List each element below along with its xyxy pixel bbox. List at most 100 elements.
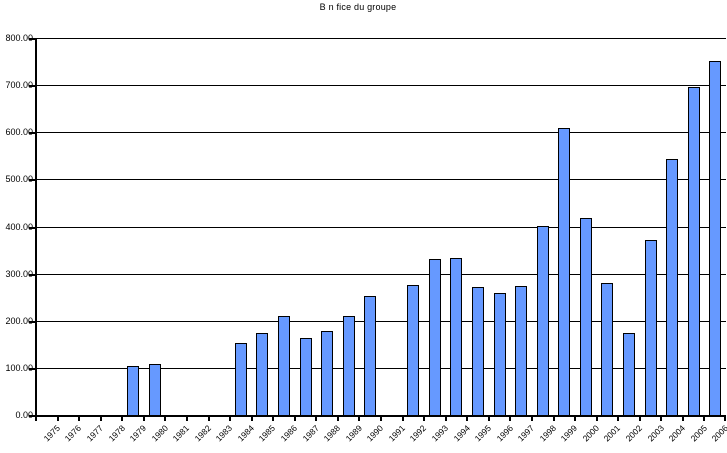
- category-slot-1976: [58, 38, 80, 415]
- x-label-slot: 1995: [467, 419, 493, 453]
- x-tick: [272, 417, 274, 421]
- chart-title: B n fice du groupe: [319, 2, 397, 12]
- x-tick: [35, 417, 37, 421]
- category-slot-1987: [295, 38, 317, 415]
- x-tick: [509, 417, 511, 421]
- x-label-slot: 2005: [683, 419, 708, 453]
- category-slot-2002: [618, 38, 640, 415]
- x-label-slot: 1983: [209, 419, 234, 453]
- x-tick: [229, 417, 231, 421]
- x-label-slot: 1986: [273, 419, 299, 453]
- x-axis-line: [29, 415, 726, 417]
- bar-1995: [472, 287, 485, 415]
- gridline-200: [36, 321, 726, 322]
- x-tick: [337, 417, 339, 421]
- x-label-slot: 1999: [554, 419, 579, 453]
- bar-1993: [428, 259, 441, 415]
- x-label-slot: 1993: [424, 419, 450, 453]
- x-label-slot: 1997: [510, 419, 536, 453]
- gridline-700: [36, 85, 726, 86]
- gridline-400: [36, 227, 726, 228]
- bar-1984: [234, 343, 247, 415]
- y-tick-label: 600.00: [5, 127, 33, 137]
- x-tick: [121, 417, 123, 421]
- x-tick: [596, 417, 598, 421]
- x-label-slot: 1991: [381, 419, 406, 453]
- x-tick: [186, 417, 188, 421]
- y-axis-line: [35, 38, 37, 417]
- y-tick-label: 500.00: [5, 174, 33, 184]
- x-label-slot: 1981: [165, 419, 191, 453]
- x-tick: [466, 417, 468, 421]
- x-tick: [574, 417, 576, 421]
- x-tick: [682, 417, 684, 421]
- bar-1994: [450, 258, 463, 415]
- x-tick: [617, 417, 619, 421]
- bar-2004: [666, 159, 679, 415]
- x-tick: [660, 417, 662, 421]
- bar-2000: [579, 218, 592, 415]
- bar-1980: [148, 364, 161, 415]
- x-label-slot: 1996: [489, 419, 514, 453]
- category-slot-2004: [661, 38, 683, 415]
- gridline-300: [36, 274, 726, 275]
- category-slot-1984: [230, 38, 252, 415]
- bar-1989: [342, 316, 355, 415]
- x-label-slot: 2002: [618, 419, 644, 453]
- x-axis-labels: 1975 1976 1977 1978 1979 1980 1981 1982 1983 1984…: [36, 419, 727, 453]
- category-slot-2006: [704, 38, 726, 415]
- bar-2001: [601, 283, 614, 415]
- x-label-slot: 1988: [316, 419, 342, 453]
- x-label-slot: 1978: [101, 419, 126, 453]
- gridline-500: [36, 179, 726, 180]
- x-label-slot: 2003: [640, 419, 665, 453]
- category-slot-1983: [209, 38, 231, 415]
- category-slot-1994: [446, 38, 468, 415]
- x-label-slot: 2004: [661, 419, 687, 453]
- bar-1990: [364, 296, 377, 415]
- y-tick-label: 0.00: [15, 410, 33, 420]
- category-slot-1992: [403, 38, 425, 415]
- y-tick-label: 300.00: [5, 269, 33, 279]
- x-tick: [143, 417, 145, 421]
- x-label-slot: 1992: [403, 419, 428, 453]
- y-tick-label: 700.00: [5, 80, 33, 90]
- x-label-slot: 1975: [36, 419, 61, 453]
- y-tick-100: [29, 368, 35, 370]
- x-label-slot: 1994: [446, 419, 471, 453]
- x-tick: [315, 417, 317, 421]
- x-label-slot: 1998: [532, 419, 557, 453]
- x-label-slot: 2006: [704, 419, 727, 453]
- gridline-100: [36, 368, 726, 369]
- x-tick-label-2006: 2006: [709, 423, 727, 444]
- category-slot-2000: [575, 38, 597, 415]
- category-slot-1993: [424, 38, 446, 415]
- category-slot-1982: [187, 38, 209, 415]
- category-slot-2005: [683, 38, 705, 415]
- x-label-slot: 1987: [295, 419, 320, 453]
- y-tick-label: 100.00: [5, 363, 33, 373]
- x-label-slot: 2001: [597, 419, 622, 453]
- bar-1985: [256, 333, 269, 415]
- category-slot-1978: [101, 38, 123, 415]
- gridline-800: [36, 38, 726, 39]
- x-label-slot: 1984: [230, 419, 255, 453]
- x-label-slot: 1982: [187, 419, 212, 453]
- x-label-slot: 1979: [122, 419, 148, 453]
- x-label-slot: 1977: [79, 419, 105, 453]
- category-slot-1995: [467, 38, 489, 415]
- bar-1999: [558, 128, 571, 415]
- y-tick-label: 800.00: [5, 33, 33, 43]
- category-slot-1975: [36, 38, 58, 415]
- x-label-slot: 1989: [338, 419, 363, 453]
- y-tick-200: [29, 321, 35, 323]
- category-slot-1977: [79, 38, 101, 415]
- bar-2003: [644, 240, 657, 415]
- bar-1996: [493, 293, 506, 415]
- category-slot-1996: [489, 38, 511, 415]
- bar-1997: [515, 286, 528, 415]
- x-label-slot: 1985: [252, 419, 277, 453]
- bar-1979: [127, 366, 140, 415]
- x-tick: [100, 417, 102, 421]
